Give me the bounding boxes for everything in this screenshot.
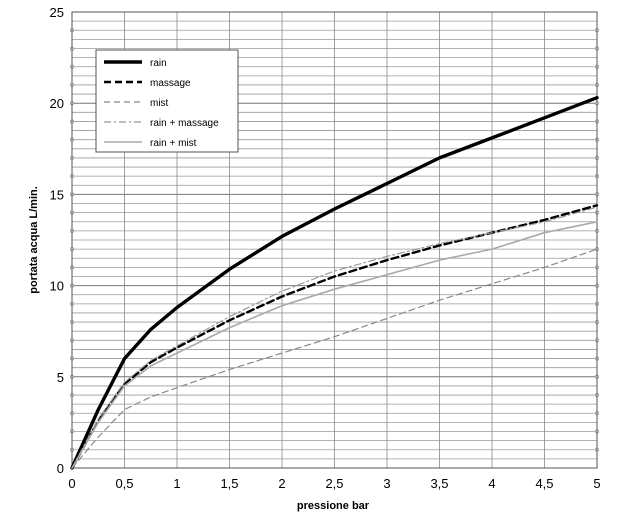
- x-axis-label: pressione bar: [297, 500, 370, 512]
- y-tick-label: 25: [50, 5, 64, 20]
- x-tick-label: 1,5: [220, 476, 238, 491]
- series-line-rain-mist: [71, 221, 598, 469]
- x-tick-label: 3: [383, 476, 390, 491]
- y-tick-label: 5: [57, 370, 64, 385]
- plot-frame: [71, 11, 598, 469]
- y-axis-label: portata acqua L/min.: [28, 186, 40, 294]
- x-tick-label: 2: [278, 476, 285, 491]
- x-tick-label: 2,5: [325, 476, 343, 491]
- legend-label: rain + massage: [150, 118, 219, 129]
- legend-label: rain: [150, 58, 167, 69]
- series-line-rain: [70, 95, 599, 470]
- y-tick-label: 0: [57, 461, 64, 476]
- tick-labels: 0 0,5 1 1,5 2 2,5 3 3,5 4 4,5 5 0 5 10 15 20 25: [50, 5, 601, 491]
- y-tick-label: 20: [50, 96, 64, 111]
- legend-label: mist: [150, 98, 169, 109]
- series-lines: [70, 95, 599, 470]
- x-tick-label: 5: [593, 476, 600, 491]
- legend-label: massage: [150, 78, 191, 89]
- legend-label: rain + mist: [150, 138, 197, 149]
- x-tick-label: 4,5: [535, 476, 553, 491]
- series-line-mist: [71, 248, 598, 469]
- plot-border: [71, 11, 598, 469]
- series-line-rain-massage: [71, 206, 598, 469]
- x-tick-label: 0: [68, 476, 75, 491]
- x-tick-label: 3,5: [430, 476, 448, 491]
- y-tick-label: 10: [50, 279, 64, 294]
- x-tick-label: 0,5: [115, 476, 133, 491]
- legend-box: [95, 49, 239, 153]
- x-tick-label: 1: [173, 476, 180, 491]
- y-tick-label: 15: [50, 187, 64, 202]
- x-tick-label: 4: [488, 476, 495, 491]
- legend: rain massage mist rain + massage rain + mist: [95, 49, 239, 153]
